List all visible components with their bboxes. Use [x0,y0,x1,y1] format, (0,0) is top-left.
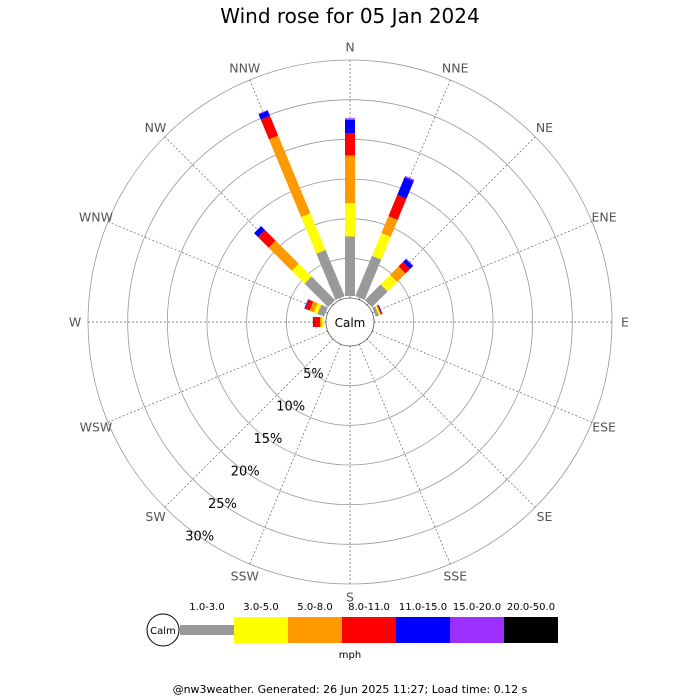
wind-bars [254,109,415,327]
bar-ne-bin-5 [402,259,413,270]
legend-swatch-2 [234,617,288,643]
legend-label-6: 15.0-20.0 [453,602,501,613]
bar-nne-bin-1 [355,255,382,300]
bar-w-bin-4 [313,317,321,327]
ring-label-6: 30% [185,530,214,545]
bar-nnw-bin-1 [316,249,345,300]
bar-ne-bin-4 [398,261,411,274]
bar-n-bin-3 [345,155,355,204]
direction-label-s: S [346,590,354,605]
bar-nnw-bin-6 [258,109,268,115]
legend-swatch-5 [396,617,450,643]
ring-label-5: 25% [208,497,237,512]
legend-label-5: 11.0-15.0 [399,602,447,613]
bar-ene-bin-5 [377,304,383,315]
bar-n-bin-5 [345,119,355,134]
bar-ne-bin-6 [405,258,414,267]
bar-nw-bin-1 [304,276,336,308]
bar-wnw-bin-4 [305,299,314,311]
bar-wnw-bin-5 [304,299,309,309]
legend-swatch-3 [288,617,342,643]
bar-n-bin-4 [345,133,355,156]
bar-ene-bin-3 [376,305,382,315]
direction-label-ne: NE [536,120,553,135]
direction-label-ene: ENE [591,209,616,224]
bar-nne-bin-3 [381,216,398,237]
bar-wnw-bin-3 [309,301,318,313]
bar-ne-bin-2 [380,274,398,292]
calm-label: Calm [335,316,366,330]
ring-label-2: 10% [276,400,305,415]
legend-swatch-1 [180,625,234,635]
bar-nnw-bin-3 [268,135,311,218]
bar-n-bin-1 [345,236,355,296]
bar-ne-bin-1 [364,284,388,308]
grid-ring-5 [127,99,573,545]
legend-label-3: 5.0-8.0 [297,602,332,613]
ring-label-4: 20% [231,465,260,480]
legend-swatch-7 [504,617,558,643]
direction-label-wnw: WNW [79,209,113,224]
direction-label-w: W [69,315,81,330]
bar-ene-bin-1 [372,306,379,317]
bar-ene-bin-2 [375,305,381,316]
direction-label-ssw: SSW [231,569,259,584]
bar-nne-bin-5 [397,177,414,199]
legend: Calm mph 1.0-3.0 3.0-5.0 5.0-8.0 8.0-11.0 11… [146,602,558,661]
bar-nw-bin-2 [291,263,312,284]
legend-units: mph [339,650,361,661]
bar-nne-bin-4 [388,194,407,221]
bar-nnw-bin-4 [260,115,279,140]
chart-title: Wind rose for 05 Jan 2024 [220,4,480,28]
direction-label-sw: SW [145,509,165,524]
direction-label-nnw: NNW [229,60,260,75]
bar-nnw-bin-2 [301,213,326,254]
calm-circle [325,297,375,347]
direction-label-sse: SSE [443,569,467,584]
bar-nw-bin-5 [254,226,266,238]
bar-w-bin-3 [320,317,322,327]
bar-nne-bin-6 [404,175,415,182]
footer-text: @nw3weather. Generated: 26 Jun 2025 11:2… [172,683,528,696]
direction-label-ese: ESE [592,420,616,435]
legend-label-1: 1.0-3.0 [189,602,224,613]
legend-swatch-6 [450,617,504,643]
bar-ene-bin-4 [377,305,382,315]
direction-label-se: SE [537,509,553,524]
bar-n-bin-2 [345,203,355,237]
direction-label-n: N [345,40,354,55]
bar-nw-bin-3 [268,240,299,271]
ring-label-3: 15% [254,432,283,447]
bar-w-bin-2 [321,317,324,327]
legend-swatch-4 [342,617,396,643]
bar-w-bin-5 [312,317,314,327]
bar-nne-bin-2 [372,233,391,260]
direction-label-nne: NNE [442,60,469,75]
ring-label-1: 5% [303,367,324,382]
direction-label-e: E [621,315,629,330]
legend-label-7: 20.0-50.0 [507,602,555,613]
legend-label-4: 8.0-11.0 [348,602,390,613]
labels: N NNE NE ENE E ESE SE SSE S SSW SW WSW W WNW NW NNW 5% 10… [69,40,629,605]
legend-calm-circle [146,613,180,647]
bar-wnw-bin-2 [313,303,322,314]
direction-label-nw: NW [145,120,167,135]
legend-calm-label: Calm [150,626,176,637]
direction-label-wsw: WSW [80,420,113,435]
bar-wnw-bin-1 [317,304,328,317]
legend-label-2: 3.0-5.0 [243,602,278,613]
bar-ne-bin-3 [390,266,406,282]
bar-nw-bin-4 [257,229,276,248]
bar-nnw-bin-5 [258,110,270,120]
calm-center: Calm [325,297,375,347]
bar-n-bin-6 [345,118,355,120]
